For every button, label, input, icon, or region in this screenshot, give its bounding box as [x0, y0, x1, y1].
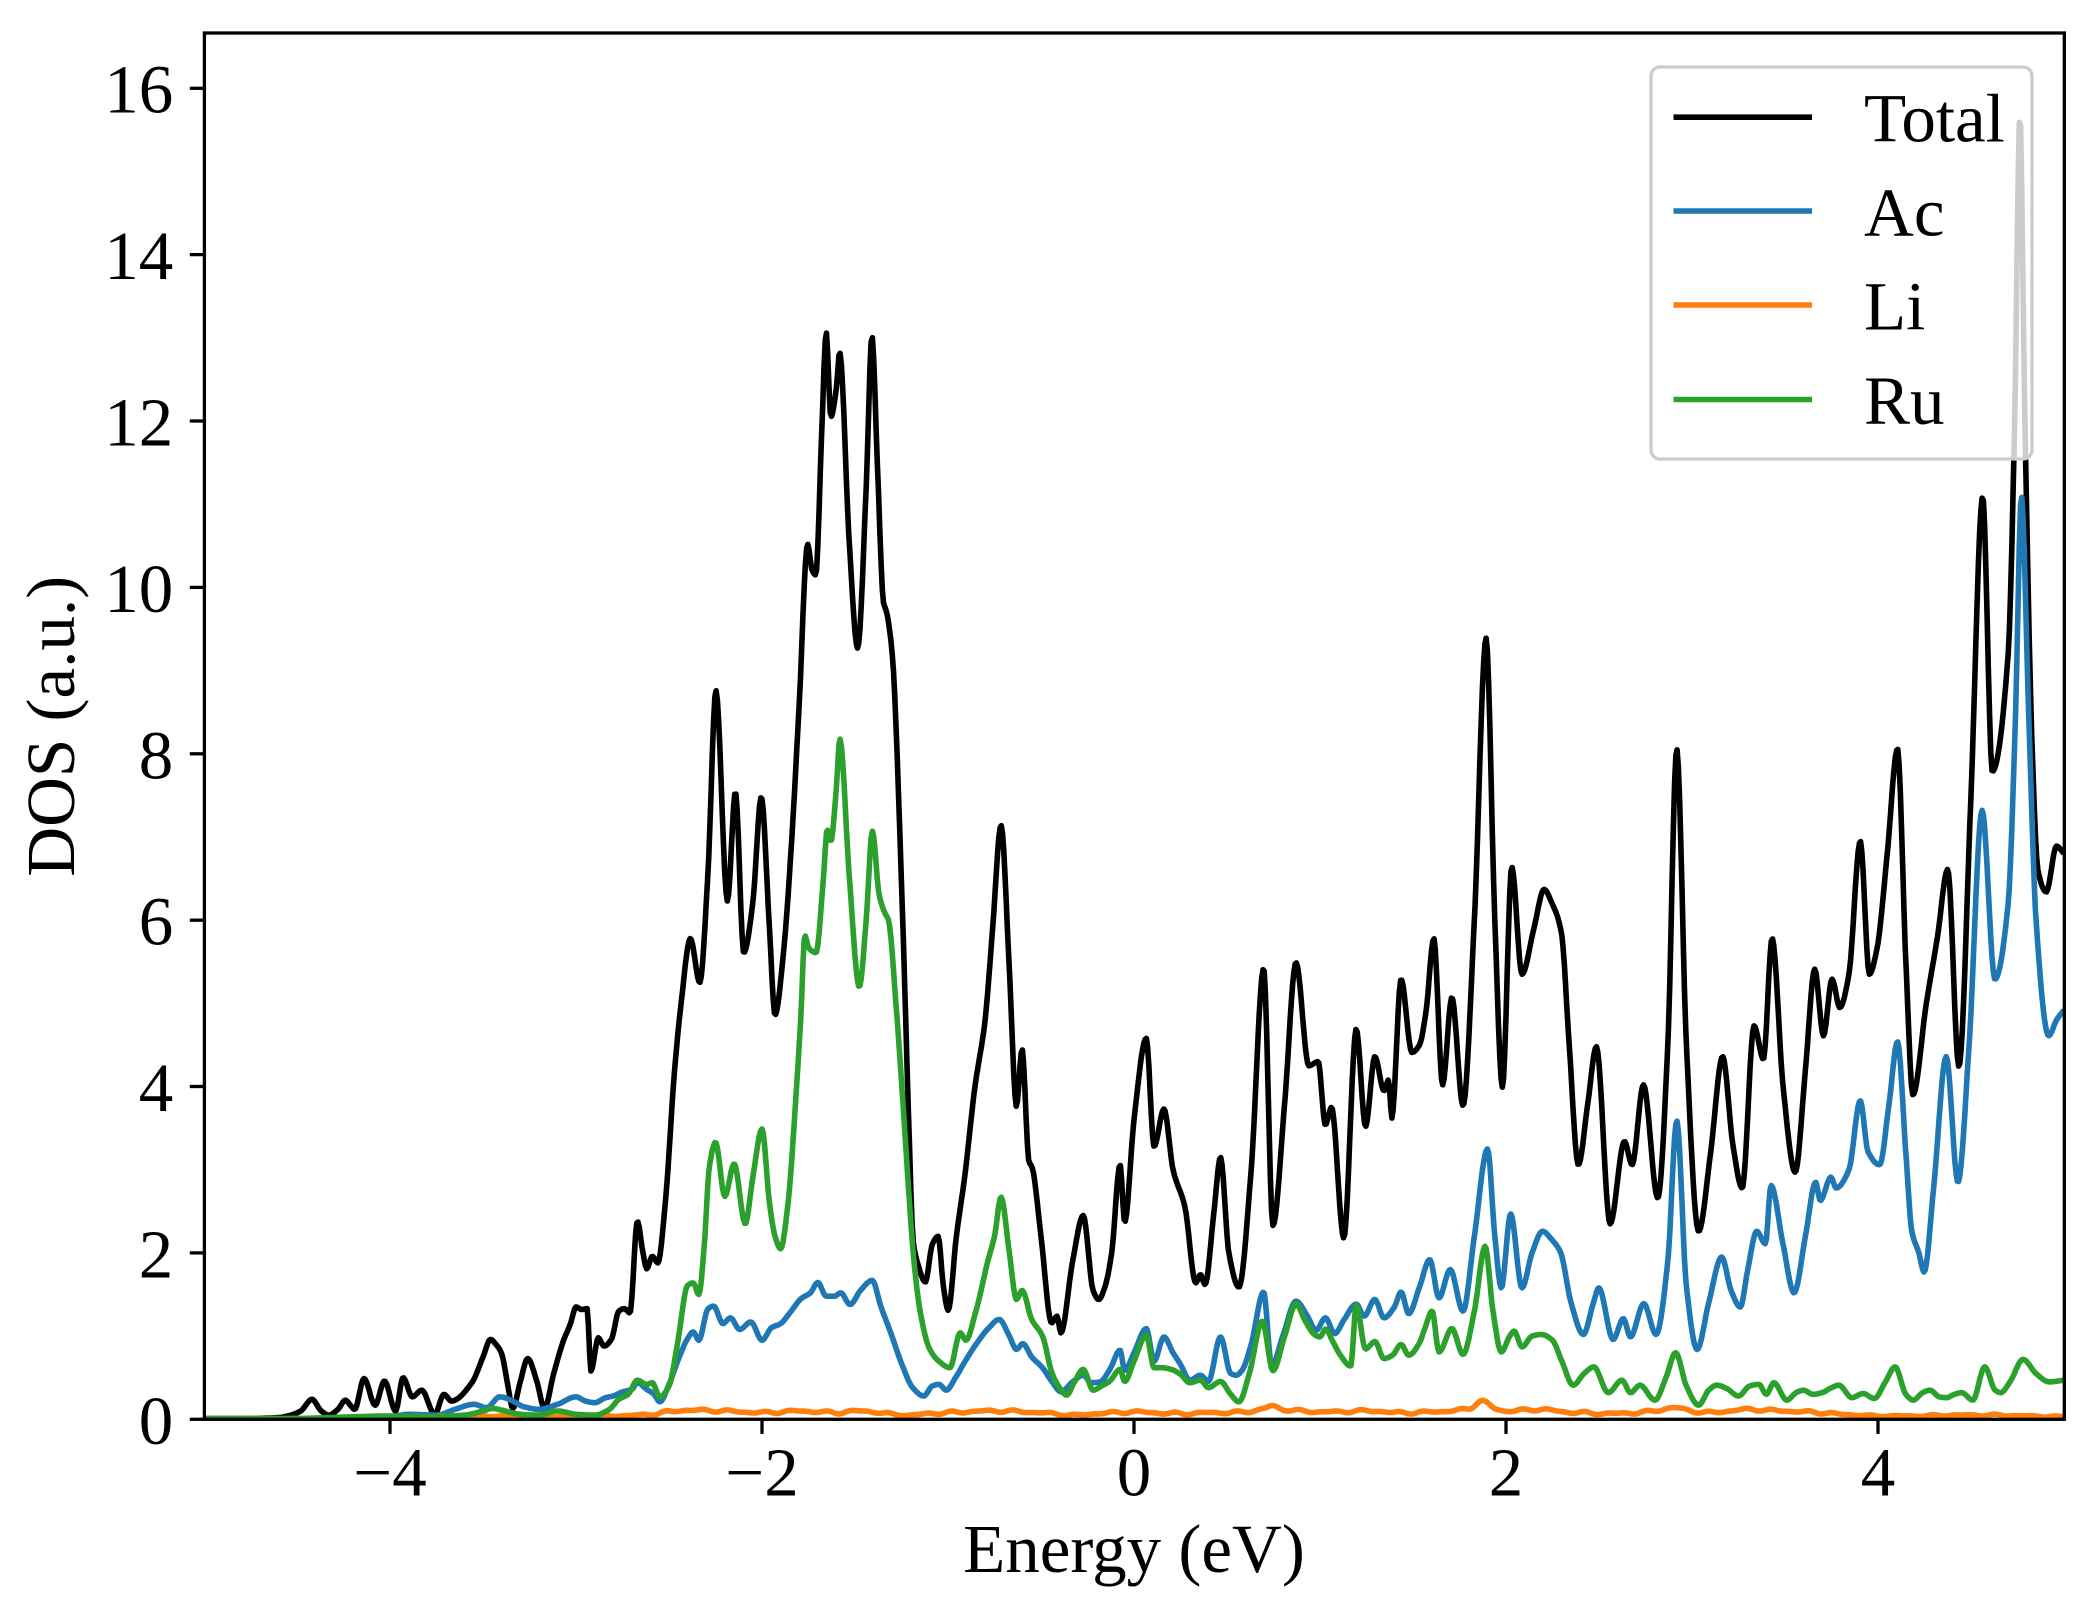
- svg-text:−4: −4: [353, 1434, 426, 1510]
- svg-text:Total: Total: [1864, 81, 2005, 157]
- svg-text:2: 2: [139, 1216, 174, 1292]
- svg-text:−2: −2: [725, 1434, 798, 1510]
- svg-text:12: 12: [104, 385, 173, 461]
- svg-text:16: 16: [104, 52, 173, 128]
- svg-text:8: 8: [139, 717, 174, 793]
- svg-text:14: 14: [104, 218, 173, 294]
- svg-text:0: 0: [139, 1383, 174, 1459]
- svg-text:Li: Li: [1864, 269, 1925, 345]
- svg-text:Energy (eV): Energy (eV): [963, 1511, 1305, 1587]
- svg-text:0: 0: [1117, 1434, 1152, 1510]
- svg-text:2: 2: [1489, 1434, 1524, 1510]
- svg-text:Ac: Ac: [1864, 175, 1944, 251]
- svg-text:DOS (a.u.): DOS (a.u.): [13, 576, 89, 877]
- svg-text:4: 4: [139, 1050, 174, 1126]
- svg-text:4: 4: [1861, 1434, 1896, 1510]
- svg-text:Ru: Ru: [1864, 363, 1945, 439]
- svg-text:6: 6: [139, 884, 174, 960]
- svg-text:10: 10: [104, 551, 173, 627]
